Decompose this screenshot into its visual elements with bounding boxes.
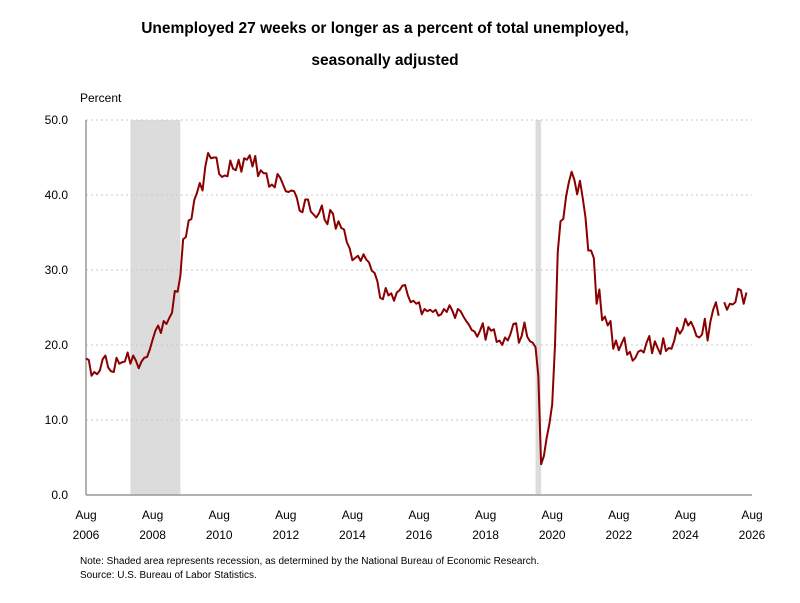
x-tick-month: Aug — [209, 508, 230, 522]
x-tick-month: Aug — [342, 508, 363, 522]
y-tick-label: 0.0 — [51, 488, 68, 502]
x-tick-year: 2008 — [139, 528, 166, 542]
x-tick-year: 2006 — [73, 528, 100, 542]
y-tick-label: 40.0 — [45, 188, 69, 202]
x-tick-month: Aug — [675, 508, 696, 522]
x-tick-year: 2022 — [605, 528, 632, 542]
chart-source: Source: U.S. Bureau of Labor Statistics. — [80, 570, 257, 581]
x-tick-year: 2012 — [272, 528, 299, 542]
y-tick-label: 20.0 — [45, 338, 69, 352]
chart-note: Note: Shaded area represents recession, … — [80, 556, 540, 567]
recession-band-1 — [535, 120, 542, 495]
x-tick-month: Aug — [475, 508, 496, 522]
series-line-0 — [85, 152, 748, 466]
y-tick-label: 30.0 — [45, 263, 69, 277]
y-tick-label: 10.0 — [45, 413, 69, 427]
y-axis-label: Percent — [80, 91, 122, 105]
x-tick-month: Aug — [542, 508, 563, 522]
x-tick-month: Aug — [142, 508, 163, 522]
x-tick-month: Aug — [75, 508, 96, 522]
y-tick-label: 50.0 — [45, 113, 69, 127]
x-tick-year: 2026 — [739, 528, 766, 542]
x-tick-year: 2010 — [206, 528, 233, 542]
x-tick-year: 2020 — [539, 528, 566, 542]
x-tick-month: Aug — [275, 508, 296, 522]
chart-title-line2: seasonally adjusted — [311, 52, 459, 69]
chart-title-line1: Unemployed 27 weeks or longer as a perce… — [141, 20, 629, 37]
x-tick-month: Aug — [408, 508, 429, 522]
x-tick-year: 2024 — [672, 528, 699, 542]
x-tick-year: 2014 — [339, 528, 366, 542]
x-tick-month: Aug — [741, 508, 762, 522]
x-tick-year: 2016 — [406, 528, 433, 542]
x-tick-year: 2018 — [472, 528, 499, 542]
x-tick-month: Aug — [608, 508, 629, 522]
